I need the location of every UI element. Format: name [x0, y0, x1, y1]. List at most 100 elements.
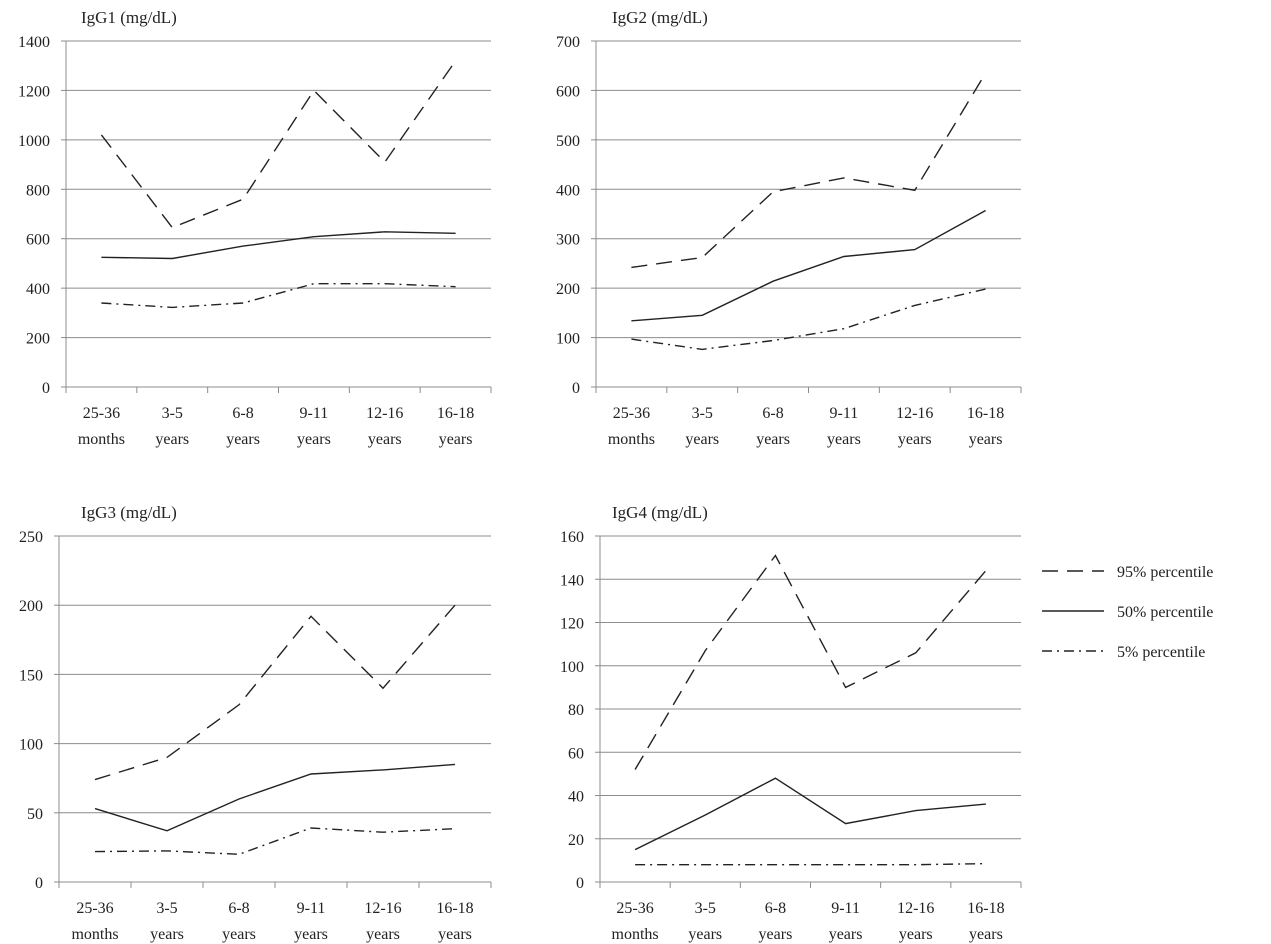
legend-label: 5% percentile — [1117, 644, 1205, 661]
x-tick-label: years — [226, 431, 260, 448]
x-tick-label: 25-36 — [613, 405, 650, 422]
y-tick-label: 250 — [19, 529, 43, 546]
x-tick-label: 3-5 — [695, 900, 716, 917]
x-tick-label: months — [608, 431, 655, 448]
x-tick-label: years — [368, 431, 402, 448]
series-line-dashdot — [94, 827, 456, 856]
x-tick-label: years — [688, 926, 722, 943]
legend-label: 50% percentile — [1117, 604, 1213, 621]
series-line-solid — [94, 763, 456, 832]
y-tick-label: 1400 — [18, 34, 50, 51]
x-tick-label: 12-16 — [897, 900, 934, 917]
x-tick-label: years — [969, 926, 1003, 943]
x-tick-label: years — [685, 431, 719, 448]
x-tick-label: years — [155, 431, 189, 448]
x-tick-label: years — [899, 926, 933, 943]
x-tick-label: 12-16 — [896, 405, 933, 422]
chart-title: IgG4 (mg/dL) — [612, 503, 708, 522]
x-tick-label: 6-8 — [765, 900, 786, 917]
y-tick-label: 200 — [556, 281, 580, 298]
x-tick-label: 6-8 — [762, 405, 783, 422]
x-tick-label: years — [759, 926, 793, 943]
x-tick-label: 6-8 — [232, 405, 253, 422]
y-tick-label: 1200 — [18, 83, 50, 100]
y-tick-label: 0 — [42, 380, 50, 397]
x-tick-label: 16-18 — [436, 900, 473, 917]
x-tick-label: months — [612, 926, 659, 943]
x-tick-label: years — [366, 926, 400, 943]
x-tick-label: 12-16 — [364, 900, 401, 917]
y-tick-label: 500 — [556, 133, 580, 150]
x-tick-label: 9-11 — [297, 900, 326, 917]
y-tick-label: 200 — [26, 331, 50, 348]
chart-igg4: IgG4 (mg/dL) 0 20 40 60 80 100 120 140 160 25-36 mo… — [560, 503, 1022, 943]
y-tick-label: 600 — [556, 83, 580, 100]
chart-title: IgG3 (mg/dL) — [81, 503, 177, 522]
y-tick-label: 0 — [576, 875, 584, 892]
series-line-dashed — [100, 60, 457, 229]
x-tick-label: years — [294, 926, 328, 943]
y-tick-label: 700 — [556, 34, 580, 51]
y-tick-label: 100 — [560, 659, 584, 676]
series-line-dashdot — [631, 288, 986, 351]
series-line-solid — [631, 209, 986, 322]
series-line-solid — [634, 777, 986, 851]
x-tick-label: 16-18 — [967, 405, 1004, 422]
chart-title: IgG1 (mg/dL) — [81, 8, 177, 27]
x-tick-label: 3-5 — [156, 900, 177, 917]
y-tick-label: 60 — [568, 745, 584, 762]
y-tick-label: 0 — [572, 380, 580, 397]
y-tick-label: 20 — [568, 832, 584, 849]
y-tick-label: 50 — [27, 806, 43, 823]
x-tick-label: 25-36 — [616, 900, 653, 917]
y-tick-label: 120 — [560, 616, 584, 633]
legend-label: 95% percentile — [1117, 564, 1213, 581]
y-tick-label: 300 — [556, 232, 580, 249]
x-tick-label: 3-5 — [692, 405, 713, 422]
y-tick-label: 600 — [26, 232, 50, 249]
x-tick-label: years — [829, 926, 863, 943]
y-tick-label: 80 — [568, 702, 584, 719]
x-tick-label: years — [969, 431, 1003, 448]
y-tick-label: 800 — [26, 182, 50, 199]
x-tick-label: months — [78, 431, 125, 448]
y-tick-label: 400 — [26, 281, 50, 298]
y-tick-label: 1000 — [18, 133, 50, 150]
series-line-dashed — [94, 604, 456, 781]
legend: 95% percentile 50% percentile 5% percent… — [1042, 564, 1213, 661]
series-line-dashed — [631, 72, 987, 269]
y-tick-label: 150 — [19, 667, 43, 684]
y-tick-label: 200 — [19, 598, 43, 615]
legend-item-50: 50% percentile — [1042, 604, 1213, 621]
x-tick-label: years — [439, 431, 473, 448]
x-tick-label: years — [297, 431, 331, 448]
x-tick-label: years — [898, 431, 932, 448]
chart-igg2: IgG2 (mg/dL) 0 100 200 300 400 500 600 700 25-36 m… — [556, 8, 1022, 448]
x-tick-label: 6-8 — [228, 900, 249, 917]
x-tick-label: 16-18 — [437, 405, 474, 422]
y-tick-label: 40 — [568, 789, 584, 806]
x-tick-label: months — [71, 926, 118, 943]
x-tick-label: 9-11 — [300, 405, 329, 422]
y-tick-label: 0 — [35, 875, 43, 892]
x-tick-label: 16-18 — [967, 900, 1004, 917]
x-tick-label: 9-11 — [831, 900, 860, 917]
x-tick-label: 12-16 — [366, 405, 403, 422]
y-tick-label: 100 — [556, 331, 580, 348]
y-tick-label: 400 — [556, 182, 580, 199]
chart-title: IgG2 (mg/dL) — [612, 8, 708, 27]
x-tick-label: 25-36 — [76, 900, 113, 917]
y-tick-label: 160 — [560, 529, 584, 546]
series-line-dashdot — [635, 862, 986, 866]
x-tick-label: 25-36 — [83, 405, 120, 422]
y-tick-label: 100 — [19, 737, 43, 754]
series-line-solid — [101, 231, 456, 260]
x-tick-label: years — [827, 431, 861, 448]
chart-igg1: IgG1 (mg/dL) 0 200 400 600 800 1000 1200 1400 25-… — [18, 8, 492, 448]
legend-item-95: 95% percentile — [1042, 564, 1213, 581]
series-line-dashdot — [101, 283, 456, 309]
x-tick-label: years — [222, 926, 256, 943]
x-tick-label: years — [756, 431, 790, 448]
x-tick-label: 3-5 — [162, 405, 183, 422]
chart-igg3: IgG3 (mg/dL) 0 50 100 150 200 250 25-36 months 3-… — [19, 503, 492, 943]
